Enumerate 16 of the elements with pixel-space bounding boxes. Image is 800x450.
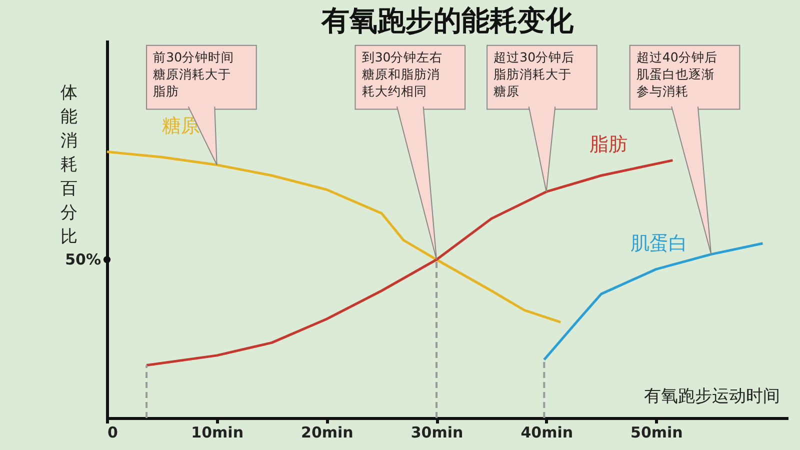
annotation: 超过30分钟后脂肪消耗大于糖原	[494, 49, 575, 98]
text: 0	[108, 424, 118, 442]
annotation: 超过40分钟后肌蛋白也逐渐参与消耗	[636, 49, 718, 98]
annotation: 前30分钟时间糖原消耗大于脂肪	[153, 49, 234, 98]
x-tick-label: 20min	[301, 424, 354, 442]
annotation: 50%	[65, 250, 101, 269]
annotation: 到30分钟左右糖原和脂肪消耗大约相同	[362, 49, 443, 98]
x-tick-label: 30min	[410, 424, 464, 442]
x-tick-label: 40min	[520, 424, 574, 442]
x-axis-title: 有氧跑步运动时间	[644, 386, 780, 407]
x-tick-label: 50min	[630, 424, 683, 442]
series-label: 肌蛋白	[630, 232, 688, 254]
y-axis-title: 体能消耗百分比	[60, 83, 78, 248]
series-label: 脂肪	[590, 133, 628, 156]
chart-title: 有氧跑步的能耗变化	[320, 4, 574, 37]
x-tick-label: 10min	[191, 424, 244, 442]
